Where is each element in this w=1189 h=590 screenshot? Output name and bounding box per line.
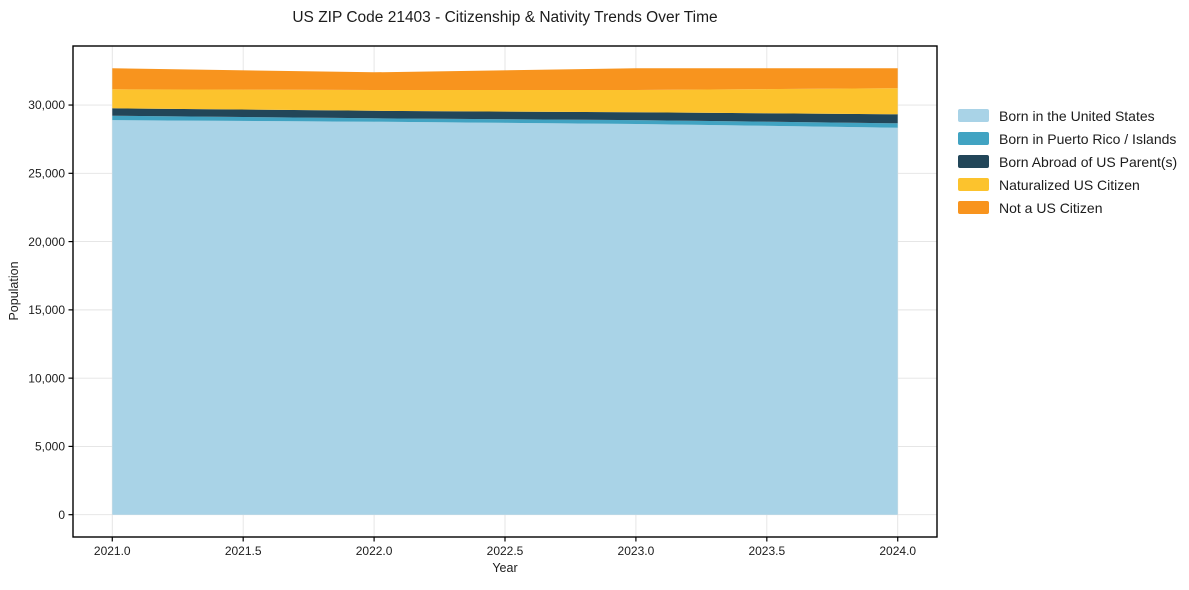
y-tick-label: 5,000 xyxy=(35,440,65,454)
y-tick-label: 0 xyxy=(58,508,65,522)
x-tick-label: 2021.5 xyxy=(225,544,262,558)
area-series xyxy=(112,115,898,128)
x-tick-label: 2023.5 xyxy=(748,544,785,558)
x-tick-label: 2023.0 xyxy=(618,544,655,558)
area-series xyxy=(112,108,898,124)
y-axis-label: Population xyxy=(7,261,21,321)
x-tick-label: 2024.0 xyxy=(879,544,916,558)
x-tick-label: 2022.0 xyxy=(356,544,393,558)
y-tick-label: 15,000 xyxy=(28,303,65,317)
legend-label: Not a US Citizen xyxy=(999,199,1103,216)
area-series xyxy=(112,120,898,515)
legend-swatch-icon xyxy=(958,201,989,214)
legend-item: Born Abroad of US Parent(s) xyxy=(958,150,1177,173)
chart-title: US ZIP Code 21403 - Citizenship & Nativi… xyxy=(292,9,718,26)
y-tick-label: 30,000 xyxy=(28,98,65,112)
y-tick-label: 25,000 xyxy=(28,167,65,181)
legend-swatch-icon xyxy=(958,155,989,168)
legend: Born in the United States Born in Puerto … xyxy=(958,104,1177,219)
legend-label: Born in Puerto Rico / Islands xyxy=(999,130,1177,147)
x-tick-label: 2021.0 xyxy=(94,544,131,558)
x-tick-label: 2022.5 xyxy=(487,544,524,558)
legend-label: Born in the United States xyxy=(999,107,1155,124)
legend-item: Born in the United States xyxy=(958,104,1177,127)
legend-label: Born Abroad of US Parent(s) xyxy=(999,153,1178,170)
legend-swatch-icon xyxy=(958,109,989,122)
y-tick-label: 10,000 xyxy=(28,371,65,385)
y-tick-label: 20,000 xyxy=(28,235,65,249)
x-axis-label: Year xyxy=(492,561,518,575)
legend-swatch-icon xyxy=(958,132,989,145)
legend-item: Naturalized US Citizen xyxy=(958,173,1177,196)
area-series xyxy=(112,88,898,115)
legend-item: Not a US Citizen xyxy=(958,196,1177,219)
area-series xyxy=(112,68,898,90)
legend-item: Born in Puerto Rico / Islands xyxy=(958,127,1177,150)
legend-label: Naturalized US Citizen xyxy=(999,176,1140,193)
legend-swatch-icon xyxy=(958,178,989,191)
